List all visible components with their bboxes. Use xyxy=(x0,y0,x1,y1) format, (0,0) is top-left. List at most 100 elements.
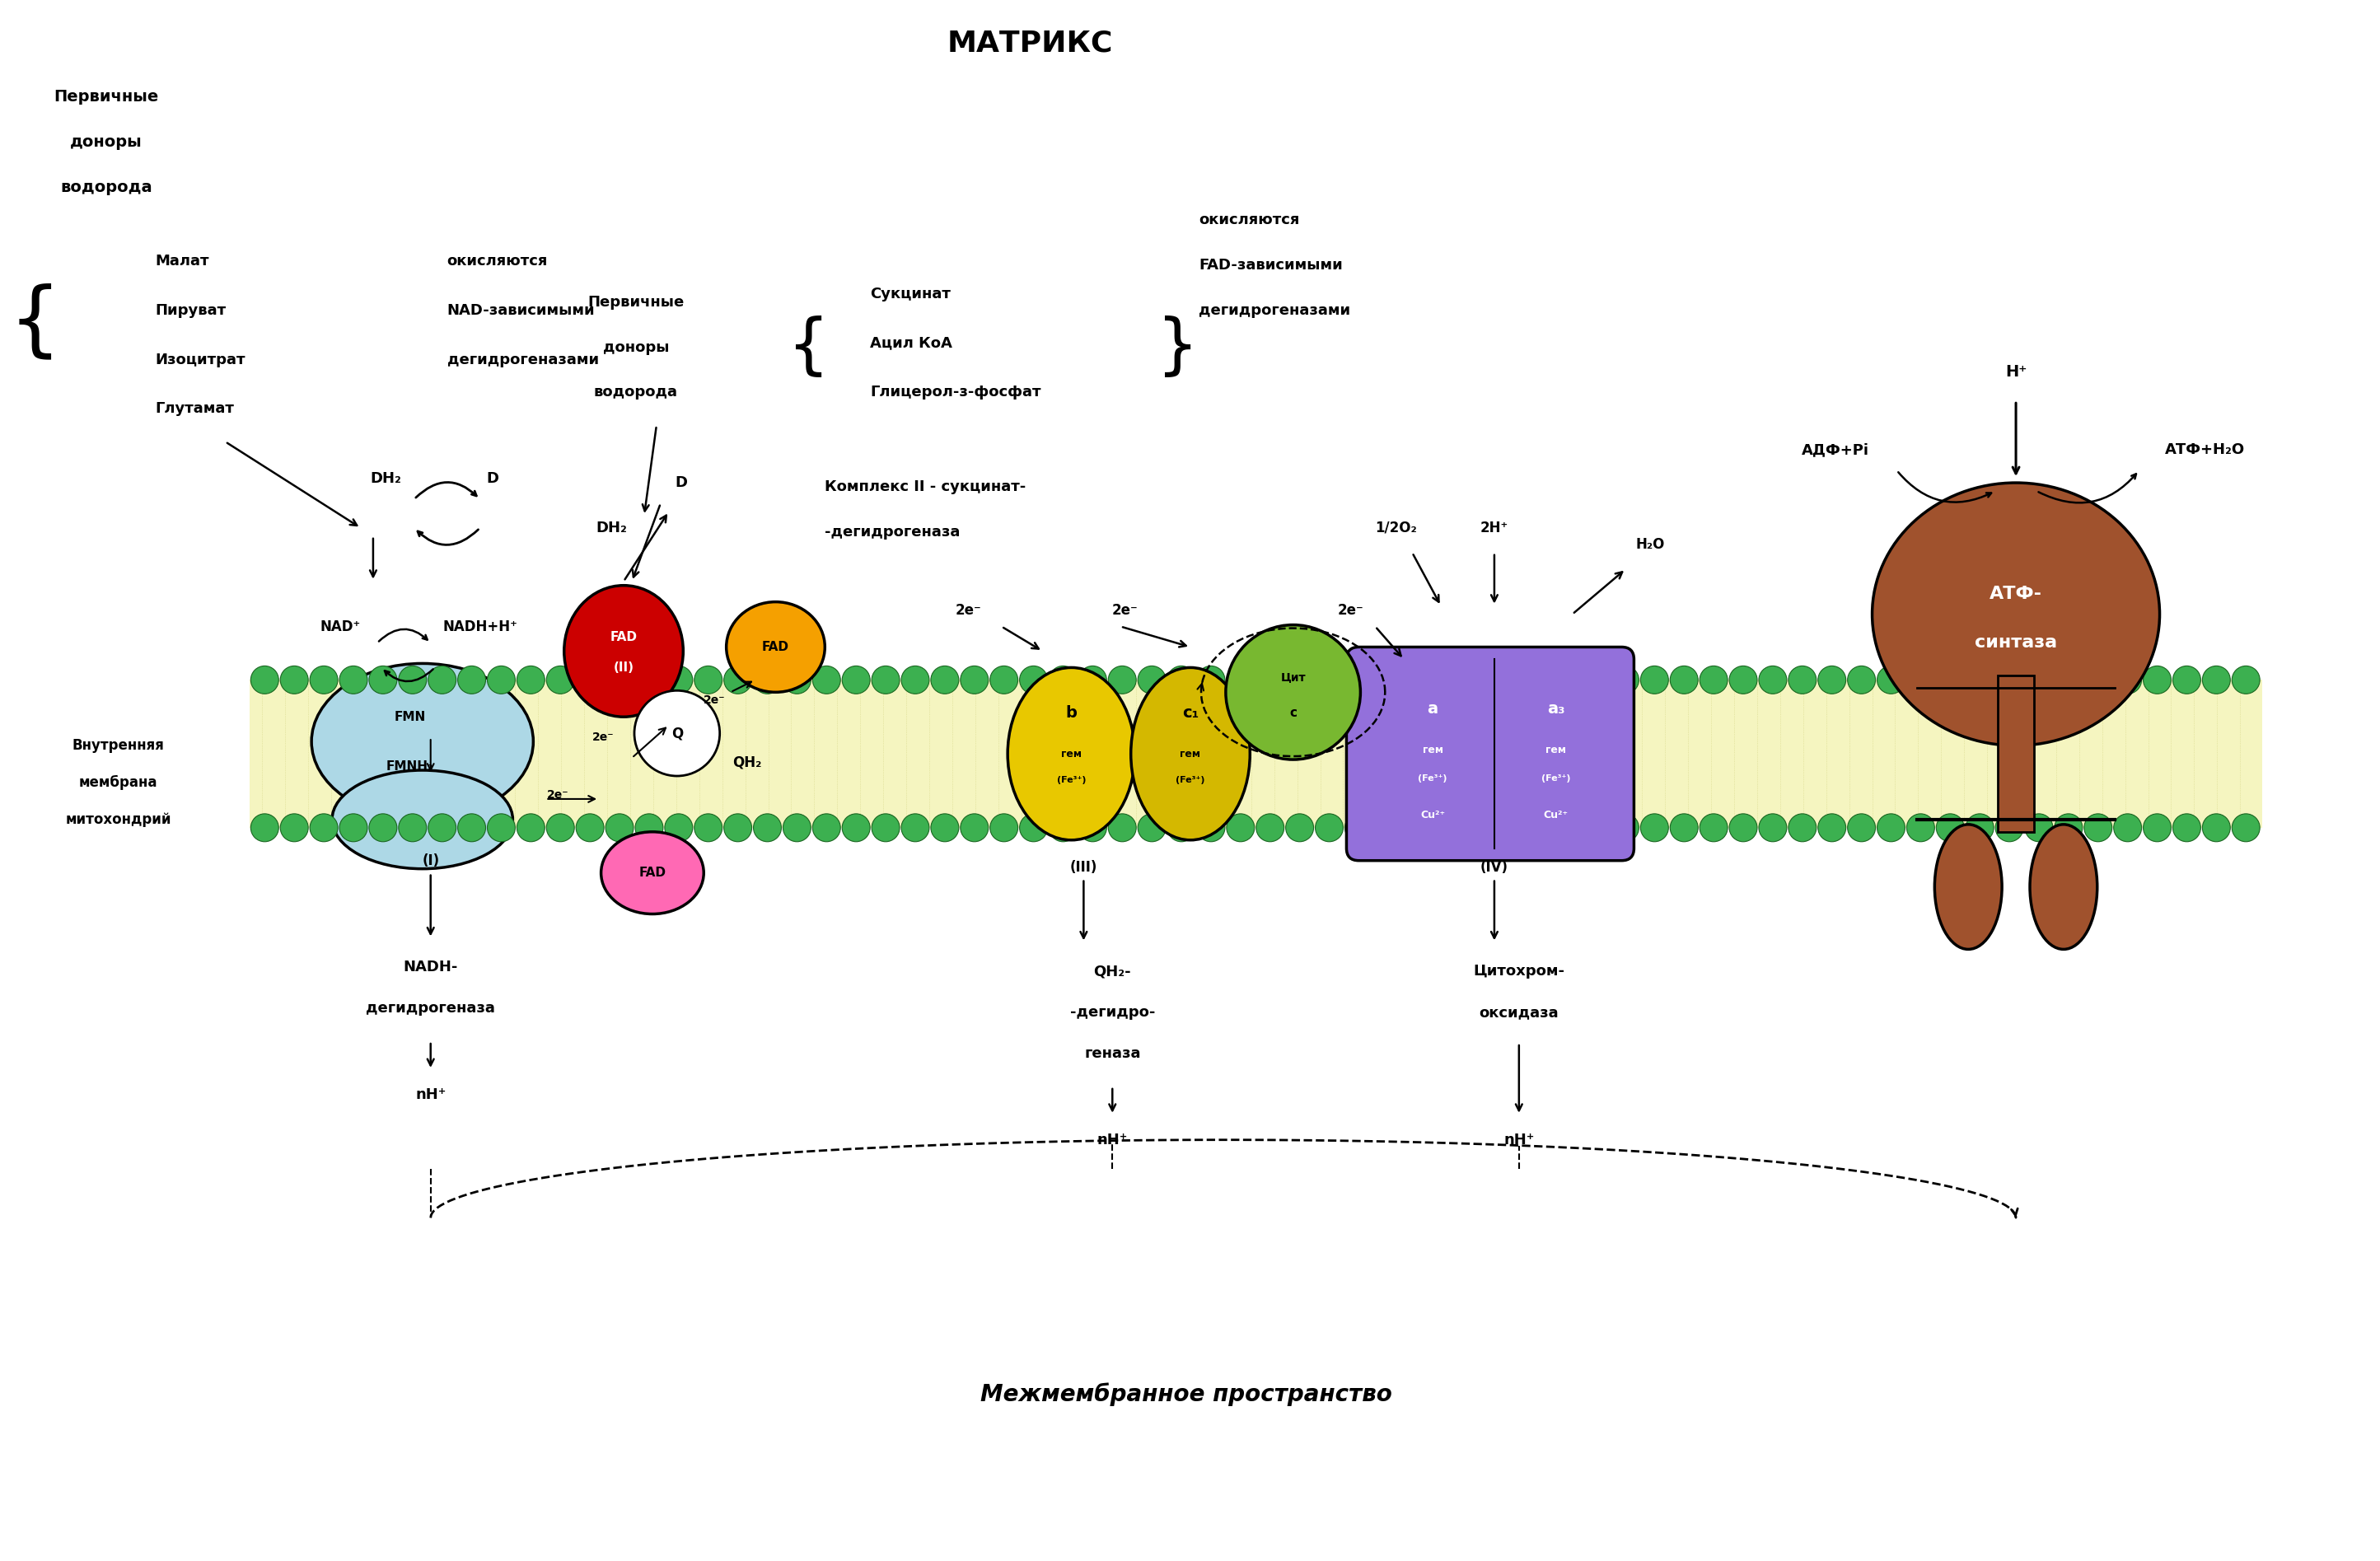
Text: гем: гем xyxy=(1423,745,1442,756)
Circle shape xyxy=(1759,667,1787,693)
Text: (Fe³⁺): (Fe³⁺) xyxy=(1057,776,1085,784)
Circle shape xyxy=(1464,667,1490,693)
Text: {: { xyxy=(10,283,62,362)
Text: NAD-зависимыми: NAD-зависимыми xyxy=(447,303,595,318)
Text: c₁: c₁ xyxy=(1183,706,1200,721)
Circle shape xyxy=(962,813,988,841)
Text: }: } xyxy=(1157,315,1200,379)
Circle shape xyxy=(281,813,309,841)
Circle shape xyxy=(516,813,545,841)
Circle shape xyxy=(1580,813,1609,841)
Text: b: b xyxy=(1066,706,1078,721)
Circle shape xyxy=(250,667,278,693)
Circle shape xyxy=(369,813,397,841)
Ellipse shape xyxy=(333,770,512,869)
Circle shape xyxy=(1966,667,1994,693)
Circle shape xyxy=(1787,667,1816,693)
Text: (III): (III) xyxy=(1071,860,1097,874)
Circle shape xyxy=(340,667,367,693)
Ellipse shape xyxy=(1007,668,1135,840)
Text: (Fe³⁺): (Fe³⁺) xyxy=(1176,776,1204,784)
Circle shape xyxy=(1847,667,1875,693)
Text: водорода: водорода xyxy=(595,386,678,400)
Ellipse shape xyxy=(1873,482,2159,746)
Circle shape xyxy=(1552,667,1580,693)
Text: Ацил КоА: Ацил КоА xyxy=(871,336,952,351)
Circle shape xyxy=(309,667,338,693)
Circle shape xyxy=(843,813,871,841)
Text: 2e⁻: 2e⁻ xyxy=(1111,603,1138,618)
Text: оксидаза: оксидаза xyxy=(1478,1005,1559,1019)
Circle shape xyxy=(428,667,457,693)
Circle shape xyxy=(1285,813,1314,841)
Text: -дегидрогеназа: -дегидрогеназа xyxy=(826,524,959,540)
Circle shape xyxy=(812,667,840,693)
Circle shape xyxy=(1699,667,1728,693)
Circle shape xyxy=(635,690,719,776)
Text: синтаза: синтаза xyxy=(1975,635,2056,651)
Circle shape xyxy=(931,813,959,841)
Circle shape xyxy=(1878,813,1904,841)
Circle shape xyxy=(871,667,900,693)
Circle shape xyxy=(1109,667,1135,693)
Circle shape xyxy=(605,813,633,841)
Text: {: { xyxy=(788,315,831,379)
Circle shape xyxy=(931,667,959,693)
Text: NADH+H⁺: NADH+H⁺ xyxy=(443,620,516,634)
Circle shape xyxy=(1580,667,1609,693)
Circle shape xyxy=(1640,667,1668,693)
Circle shape xyxy=(397,813,426,841)
Circle shape xyxy=(1404,813,1433,841)
Text: Первичные: Первичные xyxy=(588,295,685,309)
Circle shape xyxy=(576,667,605,693)
Text: МАТРИКС: МАТРИКС xyxy=(947,30,1114,58)
Ellipse shape xyxy=(1130,668,1250,840)
Circle shape xyxy=(1078,813,1107,841)
Circle shape xyxy=(1138,813,1166,841)
Text: Межмембранное пространство: Межмембранное пространство xyxy=(981,1383,1392,1406)
Circle shape xyxy=(1316,667,1342,693)
Text: (II): (II) xyxy=(614,662,633,674)
Circle shape xyxy=(1937,667,1963,693)
Circle shape xyxy=(1373,667,1402,693)
Circle shape xyxy=(2054,667,2082,693)
Circle shape xyxy=(1906,667,1935,693)
Text: гем: гем xyxy=(1180,748,1200,759)
Circle shape xyxy=(962,667,988,693)
Text: c: c xyxy=(1290,707,1297,720)
Circle shape xyxy=(1966,813,1994,841)
Text: FAD-зависимыми: FAD-зависимыми xyxy=(1200,258,1342,273)
Circle shape xyxy=(1464,813,1490,841)
Circle shape xyxy=(1078,667,1107,693)
Ellipse shape xyxy=(564,585,683,716)
Circle shape xyxy=(1197,813,1226,841)
Text: nH⁺: nH⁺ xyxy=(414,1088,445,1102)
Circle shape xyxy=(2173,813,2202,841)
Circle shape xyxy=(1818,667,1847,693)
Circle shape xyxy=(2202,667,2230,693)
Text: H⁺: H⁺ xyxy=(2004,364,2028,379)
Circle shape xyxy=(1759,813,1787,841)
Circle shape xyxy=(1994,667,2023,693)
Circle shape xyxy=(1019,813,1047,841)
Circle shape xyxy=(1730,667,1756,693)
Ellipse shape xyxy=(726,603,826,692)
Text: АТФ+H₂O: АТФ+H₂O xyxy=(2166,442,2244,457)
Circle shape xyxy=(1433,813,1461,841)
Text: Cu²⁺: Cu²⁺ xyxy=(1545,810,1568,821)
Text: доноры: доноры xyxy=(602,340,669,354)
Circle shape xyxy=(754,813,781,841)
Text: Малат: Малат xyxy=(155,253,209,268)
Circle shape xyxy=(1906,813,1935,841)
Text: 2e⁻: 2e⁻ xyxy=(954,603,981,618)
Text: NAD⁺: NAD⁺ xyxy=(319,620,359,634)
Circle shape xyxy=(1257,813,1285,841)
Circle shape xyxy=(635,667,664,693)
Text: мембрана: мембрана xyxy=(79,776,157,790)
Circle shape xyxy=(1523,667,1549,693)
Text: (I): (I) xyxy=(421,854,440,868)
Text: митохондрий: митохондрий xyxy=(67,812,171,827)
Circle shape xyxy=(2025,667,2054,693)
Circle shape xyxy=(547,813,574,841)
Circle shape xyxy=(990,667,1019,693)
